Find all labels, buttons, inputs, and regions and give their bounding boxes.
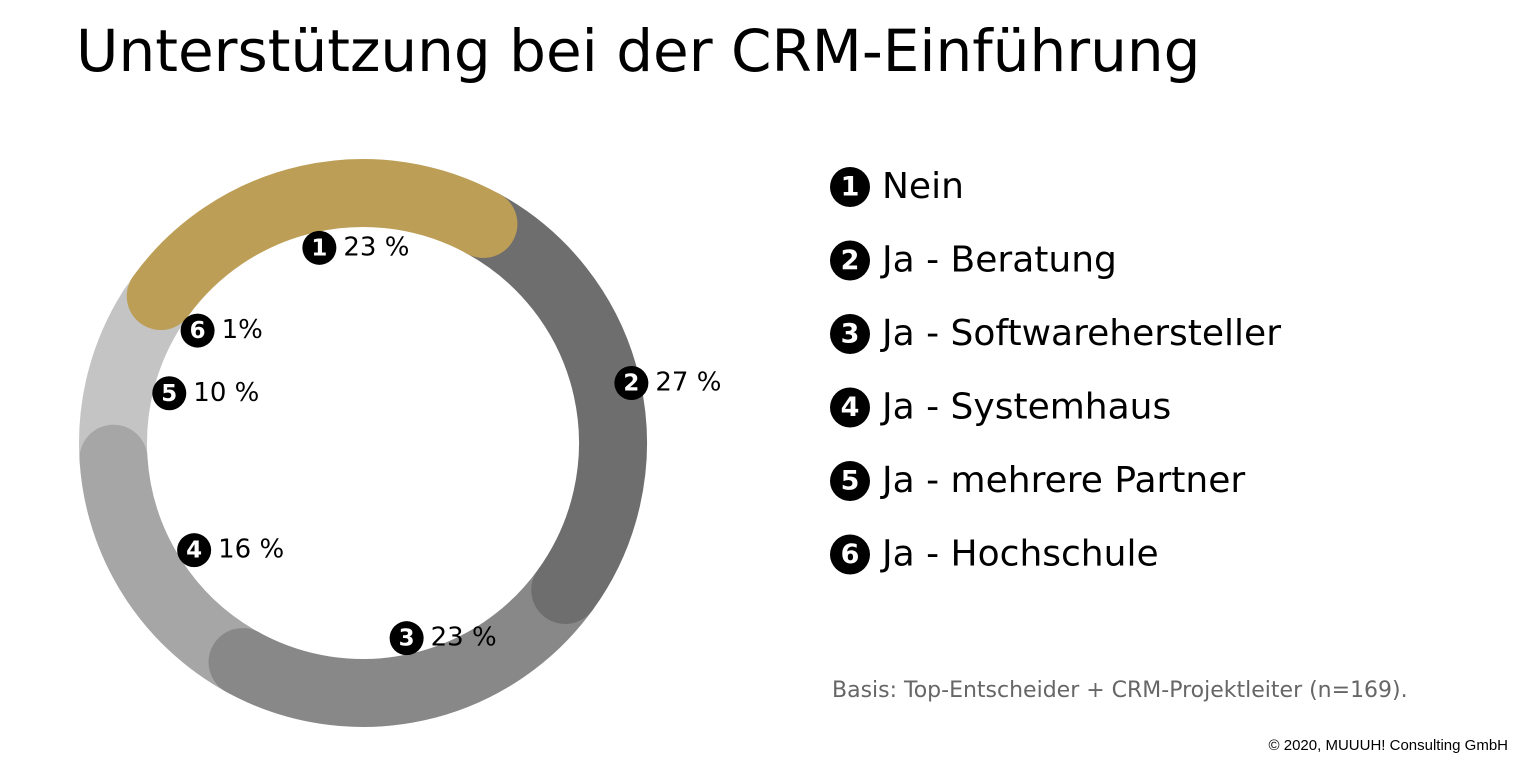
legend-label: Ja - mehrere Partner: [880, 460, 1245, 501]
value-label: 27 %: [655, 368, 721, 398]
donut-segment: [208, 555, 600, 727]
legend-label: Ja - Hochschule: [880, 534, 1159, 575]
badge: [830, 167, 870, 207]
legend-label: Ja - Beratung: [880, 240, 1117, 281]
badge-number: 4: [186, 538, 202, 564]
badge-number: 1: [311, 235, 327, 261]
badge-number: 3: [841, 319, 860, 350]
value-label: 10 %: [193, 378, 259, 408]
badge: [830, 240, 870, 281]
note: Basis: Top-Entscheider + CRM-Projektleit…: [832, 678, 1408, 703]
badge-number: 2: [841, 245, 860, 276]
badge: [180, 313, 215, 348]
badge: [830, 387, 870, 428]
badge-number: 4: [841, 392, 860, 423]
badge: [830, 461, 870, 501]
badge-number: 5: [161, 381, 177, 407]
badge-number: 2: [623, 371, 639, 397]
badge-number: 3: [399, 626, 415, 652]
legend-label: Ja - Softwarehersteller: [880, 313, 1281, 354]
legend-label: Ja - Systemhaus: [880, 387, 1171, 428]
badge: [177, 533, 212, 568]
legend-label: Nein: [882, 166, 964, 207]
badge: [389, 621, 424, 656]
badge: [302, 230, 337, 265]
badge: [830, 534, 870, 575]
donut-segment: [449, 189, 647, 624]
badge-number: 6: [190, 318, 206, 344]
badge-number: 5: [841, 466, 860, 497]
badge-number: 1: [841, 172, 860, 203]
donut-segment: [126, 159, 518, 331]
value-label: 23 %: [431, 623, 497, 653]
value-label: 16 %: [218, 535, 284, 565]
value-label: 1%: [222, 315, 263, 345]
badge: [152, 376, 187, 411]
copyright: © 2020, MUUUH! Consulting GmbH: [1269, 737, 1508, 754]
badge: [830, 314, 870, 354]
badge: [614, 366, 649, 401]
chart-title: Unterstützung bei der CRM-Einführung: [76, 17, 1200, 85]
badge-number: 6: [841, 539, 860, 570]
value-label: 23 %: [343, 232, 409, 262]
